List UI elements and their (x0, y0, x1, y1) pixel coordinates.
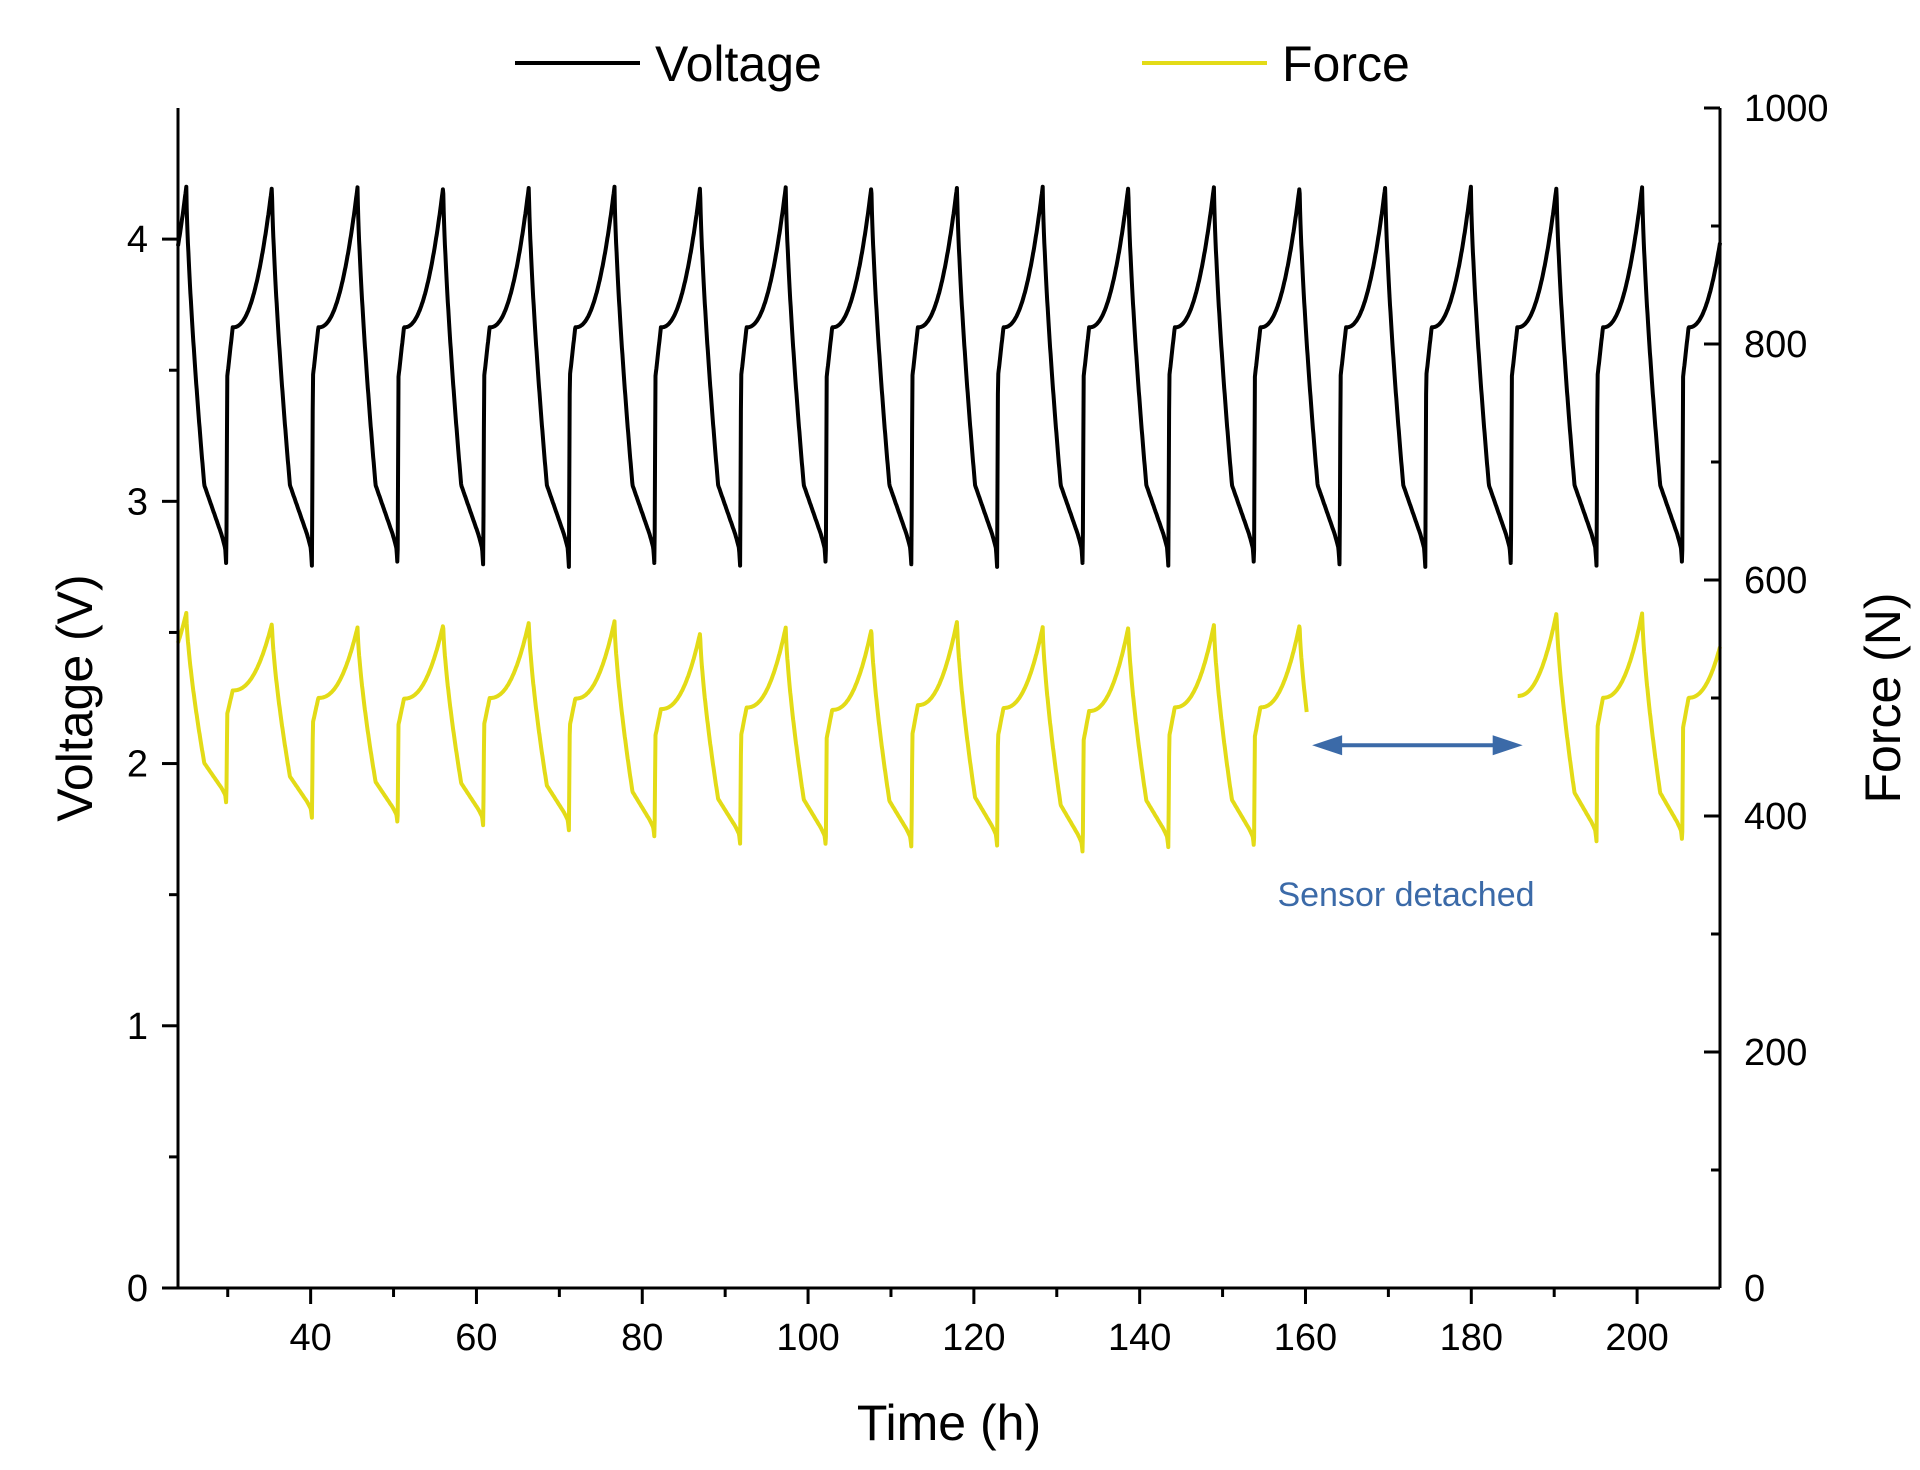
y-right-tick-label: 800 (1744, 324, 1807, 366)
y-right-tick-label: 0 (1744, 1268, 1765, 1310)
y-left-tick-label: 3 (127, 481, 148, 523)
x-tick-label: 60 (455, 1317, 497, 1359)
x-axis-ticks: 40 60 80 100 120 140 160 180 200 (226, 1288, 1669, 1359)
legend: Voltage Force (515, 36, 1410, 92)
y-left-axis-ticks: 0 1 2 3 4 (127, 219, 178, 1310)
force-line (176, 611, 1722, 854)
x-tick-label: 120 (942, 1317, 1005, 1359)
y-right-axis-ticks: 0 200 400 600 800 1000 (1704, 88, 1829, 1310)
y-left-tick-label: 1 (127, 1006, 148, 1048)
y-left-axis-title: Voltage (V) (47, 574, 103, 821)
annotation-layer: Sensor detached (1277, 735, 1535, 914)
x-axis-title: Time (h) (857, 1395, 1041, 1451)
annotation-arrow-head-left (1312, 735, 1343, 756)
x-tick-label: 40 (290, 1317, 332, 1359)
y-right-tick-label: 1000 (1744, 88, 1829, 130)
y-right-axis-title: Force (N) (1855, 592, 1911, 803)
voltage-line (176, 184, 1722, 569)
x-tick-label: 80 (621, 1317, 663, 1359)
x-tick-label: 180 (1440, 1317, 1503, 1359)
x-tick-label: 200 (1605, 1317, 1668, 1359)
x-tick-label: 100 (776, 1317, 839, 1359)
y-left-tick-label: 4 (127, 219, 148, 261)
annotation-sensor-detached: Sensor detached (1277, 876, 1534, 914)
x-tick-label: 160 (1274, 1317, 1337, 1359)
x-tick-label: 140 (1108, 1317, 1171, 1359)
series-layer (176, 184, 1722, 854)
legend-label-force: Force (1282, 36, 1410, 92)
annotation-arrow-head-right (1492, 735, 1523, 756)
y-right-tick-label: 200 (1744, 1032, 1807, 1074)
legend-label-voltage: Voltage (655, 36, 822, 92)
y-right-tick-label: 400 (1744, 796, 1807, 838)
y-right-tick-label: 600 (1744, 560, 1807, 602)
y-left-tick-label: 0 (127, 1268, 148, 1310)
y-left-tick-label: 2 (127, 744, 148, 786)
